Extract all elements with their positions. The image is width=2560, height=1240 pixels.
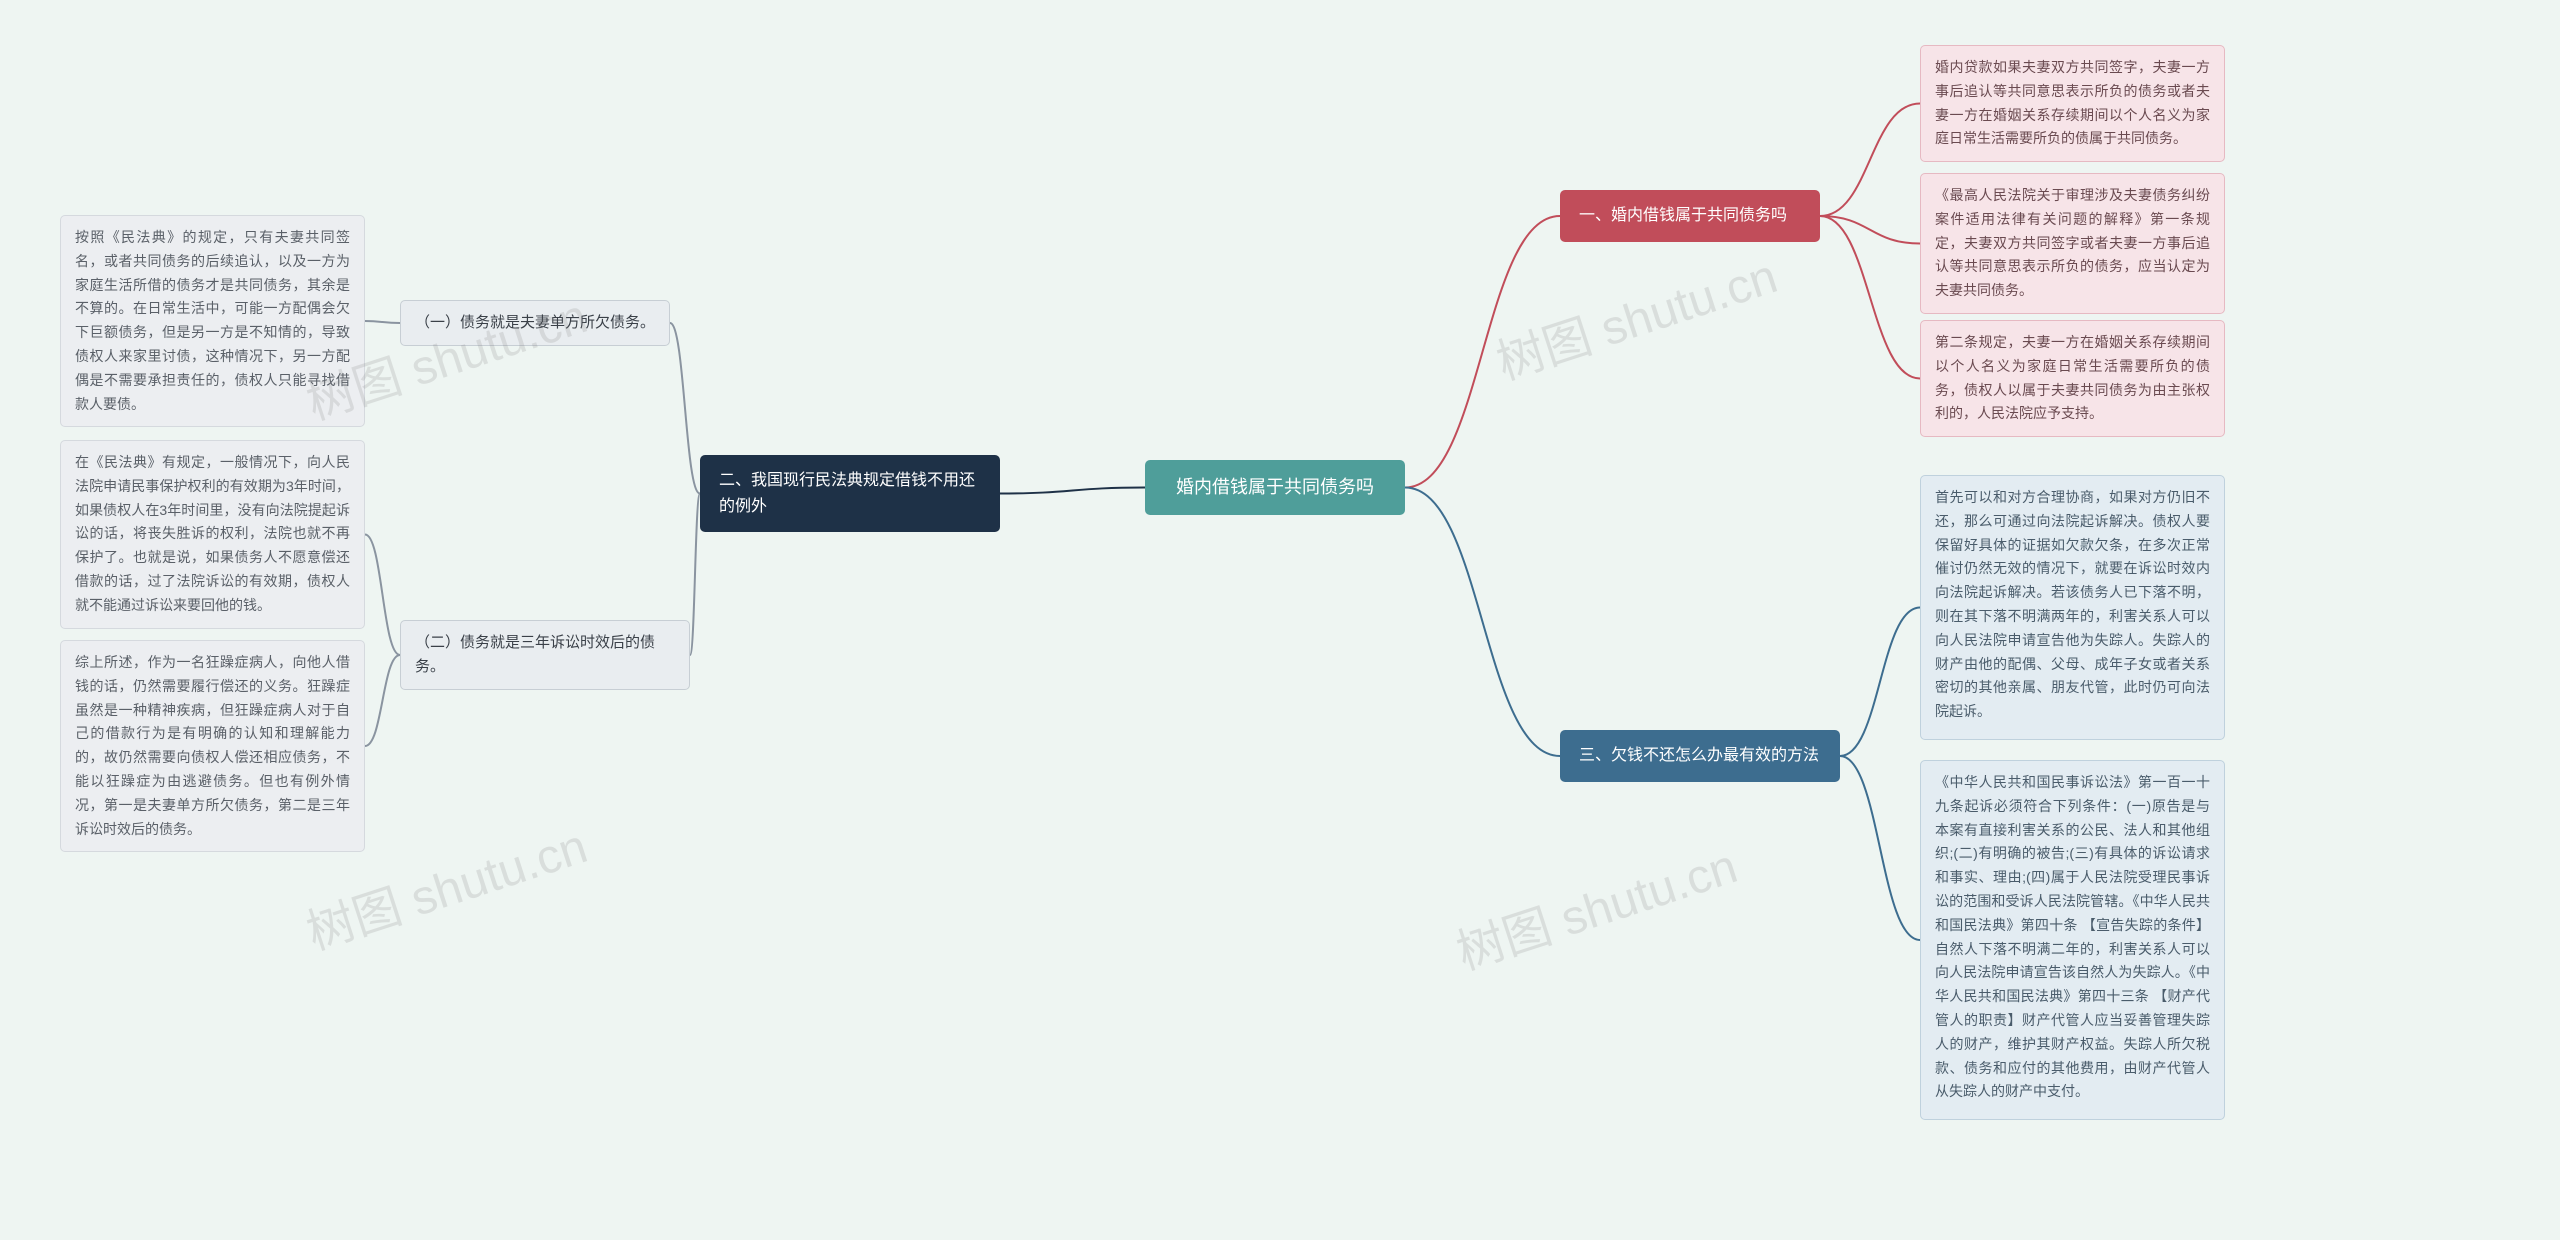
- node-l1: （一）债务就是夫妻单方所欠债务。: [400, 300, 670, 346]
- node-l1a: 按照《民法典》的规定，只有夫妻共同签名，或者共同债务的后续追认，以及一方为家庭生…: [60, 215, 365, 427]
- node-r1c: 第二条规定，夫妻一方在婚姻关系存续期间以个人名义为家庭日常生活需要所负的债务，债…: [1920, 320, 2225, 437]
- edge-l2-l2b: [365, 655, 400, 746]
- edge-l-l1: [670, 323, 700, 494]
- edge-l1-l1a: [365, 321, 400, 323]
- node-root: 婚内借钱属于共同债务吗: [1145, 460, 1405, 515]
- node-l2a: 在《民法典》有规定，一般情况下，向人民法院申请民事保护权利的有效期为3年时间，如…: [60, 440, 365, 629]
- edge-root-r2: [1405, 488, 1560, 757]
- edge-root-l: [1000, 488, 1145, 494]
- edge-r1-r1b: [1820, 216, 1920, 244]
- node-l: 二、我国现行民法典规定借钱不用还的例外: [700, 455, 1000, 532]
- edge-r1-r1c: [1820, 216, 1920, 379]
- node-l2b: 综上所述，作为一名狂躁症病人，向他人借钱的话，仍然需要履行偿还的义务。狂躁症虽然…: [60, 640, 365, 852]
- edge-l-l2: [690, 494, 700, 656]
- edge-r2-r2b: [1840, 756, 1920, 940]
- node-r2: 三、欠钱不还怎么办最有效的方法: [1560, 730, 1840, 782]
- edge-r2-r2a: [1840, 608, 1920, 757]
- edge-l2-l2a: [365, 535, 400, 656]
- node-r1a: 婚内贷款如果夫妻双方共同签字，夫妻一方事后追认等共同意思表示所负的债务或者夫妻一…: [1920, 45, 2225, 162]
- edge-r1-r1a: [1820, 104, 1920, 217]
- node-l2: （二）债务就是三年诉讼时效后的债务。: [400, 620, 690, 690]
- edge-root-r1: [1405, 216, 1560, 488]
- node-r1b: 《最高人民法院关于审理涉及夫妻债务纠纷案件适用法律有关问题的解释》第一条规定，夫…: [1920, 173, 2225, 314]
- node-r1: 一、婚内借钱属于共同债务吗: [1560, 190, 1820, 242]
- node-r2a: 首先可以和对方合理协商，如果对方仍旧不还，那么可通过向法院起诉解决。债权人要保留…: [1920, 475, 2225, 740]
- node-r2b: 《中华人民共和国民事诉讼法》第一百一十九条起诉必须符合下列条件：(一)原告是与本…: [1920, 760, 2225, 1120]
